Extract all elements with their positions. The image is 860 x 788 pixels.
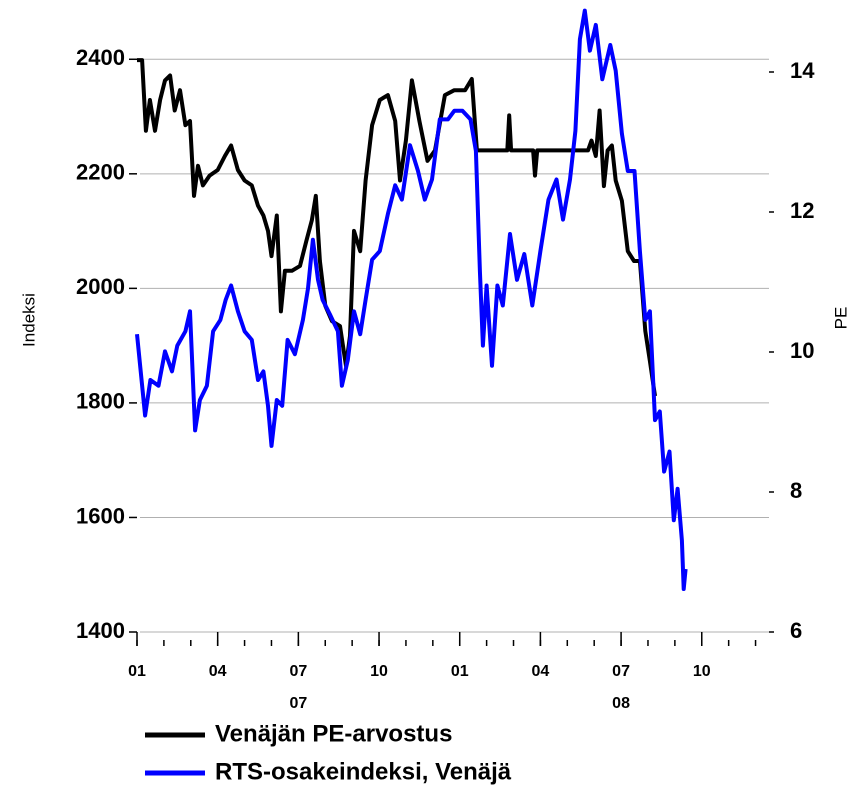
series-line <box>135 8 688 591</box>
y-tick-label: 2400 <box>76 45 125 70</box>
legend-label: RTS-osakeindeksi, Venäjä <box>215 758 512 785</box>
series-line <box>137 58 657 397</box>
x-tick-label: 10 <box>693 663 711 680</box>
y-tick-label: 2200 <box>76 160 125 185</box>
x-tick-label: 04 <box>532 663 550 680</box>
y2-tick-label: 12 <box>790 198 814 223</box>
x-tick-label: 04 <box>209 663 227 680</box>
x-tick-label: 07 <box>612 663 630 680</box>
y2-tick-label: 10 <box>790 338 814 363</box>
y-tick-label: 1800 <box>76 389 125 414</box>
year-label: 07 <box>289 695 307 712</box>
year-label: 08 <box>612 695 630 712</box>
y2-tick-label: 8 <box>790 478 802 503</box>
y-tick-label: 2000 <box>76 274 125 299</box>
y2-tick-label: 14 <box>790 58 815 83</box>
x-tick-label: 01 <box>128 663 146 680</box>
x-tick-label: 10 <box>370 663 388 680</box>
legend-label: Venäjän PE-arvostus <box>215 720 452 747</box>
y-tick-label: 1600 <box>76 503 125 528</box>
x-tick-label: 07 <box>289 663 307 680</box>
y2-tick-label: 6 <box>790 618 802 643</box>
x-tick-label: 01 <box>451 663 469 680</box>
y2-axis-label: PE <box>831 307 850 330</box>
y-tick-label: 1400 <box>76 618 125 643</box>
y-axis-label: Indeksi <box>19 293 38 347</box>
